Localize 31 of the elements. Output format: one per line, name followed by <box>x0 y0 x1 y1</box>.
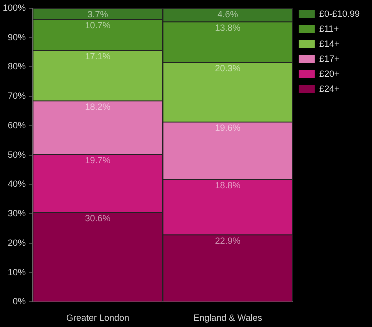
y-tick-label: 60% <box>8 120 26 130</box>
legend-label: £20+ <box>319 68 340 79</box>
data-label: 13.8% <box>215 22 241 33</box>
legend-label: £11+ <box>319 24 340 34</box>
data-label: 17.1% <box>85 52 111 62</box>
y-tick-label: 100% <box>2 2 26 13</box>
data-label: 10.7% <box>85 20 111 30</box>
y-tick-label: 30% <box>8 208 26 219</box>
data-label: 3.7% <box>88 9 108 20</box>
data-label: 18.8% <box>215 180 241 191</box>
y-tick-label: 50% <box>8 150 26 160</box>
legend-label: £14+ <box>319 38 340 49</box>
y-tick-label: 40% <box>8 179 26 190</box>
data-label: 19.6% <box>215 123 241 134</box>
x-tick-label: Greater London <box>66 313 130 324</box>
y-tick-label: 0% <box>13 296 26 307</box>
data-label: 22.9% <box>215 236 241 246</box>
y-tick-label: 20% <box>8 238 26 248</box>
data-label: 19.7% <box>85 155 111 166</box>
x-tick-label: England & Wales <box>194 313 263 324</box>
y-tick-label: 90% <box>8 32 26 42</box>
data-label: 20.3% <box>215 63 241 74</box>
y-tick-label: 10% <box>8 267 26 278</box>
data-label: 4.6% <box>218 9 238 20</box>
y-tick-label: 80% <box>8 62 26 72</box>
legend-label: £17+ <box>319 54 340 64</box>
legend-label: £0-£10.99 <box>319 8 360 19</box>
data-label: 18.2% <box>85 102 111 112</box>
data-label: 30.6% <box>85 213 111 224</box>
y-tick-label: 70% <box>8 91 26 102</box>
legend-label: £24+ <box>319 84 340 94</box>
